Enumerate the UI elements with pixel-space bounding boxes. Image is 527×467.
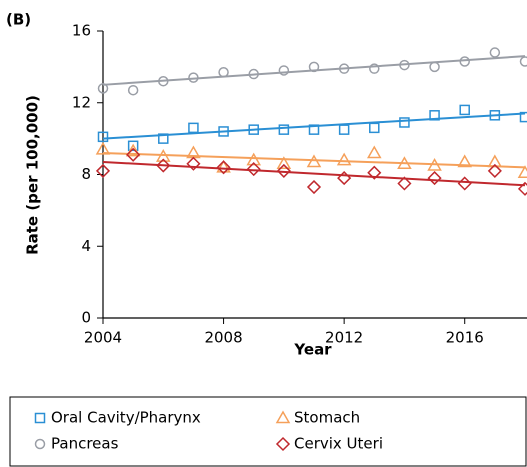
data-point	[158, 75, 169, 87]
data-point	[188, 122, 199, 134]
data-point	[487, 163, 502, 178]
data-point	[248, 68, 259, 80]
data-point	[337, 171, 352, 186]
data-point	[218, 67, 229, 78]
y-axis-title: Rate (per 100,000)	[24, 95, 42, 255]
data-point	[188, 72, 199, 83]
data-point	[338, 63, 350, 74]
data-point	[517, 165, 527, 178]
data-point	[216, 160, 231, 175]
data-point	[457, 154, 473, 168]
data-point	[517, 181, 527, 196]
data-point	[308, 124, 320, 135]
data-point	[248, 124, 259, 135]
panel-label: (B)	[6, 11, 31, 29]
data-point	[489, 47, 501, 58]
data-point	[366, 145, 382, 159]
legend-label: Cervix Uteri	[294, 435, 383, 453]
data-point	[369, 63, 380, 74]
data-point	[308, 61, 320, 73]
data-point	[246, 152, 262, 166]
y-tick-label: 0	[81, 309, 91, 327]
data-point	[155, 149, 171, 162]
trend-line	[102, 160, 526, 187]
data-point	[127, 140, 139, 152]
data-point	[367, 165, 382, 180]
legend-label: Oral Cavity/Pharynx	[51, 409, 201, 427]
data-point	[216, 159, 231, 173]
data-point	[399, 117, 410, 128]
data-point	[97, 83, 109, 94]
data-point	[399, 59, 410, 71]
data-point	[97, 131, 109, 143]
data-point	[218, 126, 229, 137]
data-point	[397, 176, 412, 191]
legend-box	[9, 396, 527, 467]
x-tick-label: 2004	[84, 329, 122, 347]
data-point	[95, 141, 111, 155]
data-point	[459, 56, 470, 67]
data-point	[336, 152, 352, 166]
data-point	[489, 110, 501, 121]
data-point	[429, 110, 440, 121]
legend-marker	[275, 410, 291, 424]
legend-marker	[34, 412, 46, 424]
y-tick-label: 12	[72, 93, 91, 111]
trend-line	[102, 151, 526, 169]
data-point	[125, 143, 141, 157]
x-tick-label: 2012	[325, 329, 363, 347]
data-point	[126, 147, 141, 162]
data-point	[397, 156, 412, 169]
data-point	[519, 111, 527, 123]
data-point	[278, 124, 290, 135]
data-point	[338, 124, 350, 135]
trend-line	[102, 112, 526, 140]
y-tick-label: 16	[72, 22, 91, 40]
data-point	[306, 154, 322, 168]
data-point	[276, 156, 292, 169]
data-point	[186, 156, 201, 171]
data-point	[278, 65, 290, 76]
data-point	[487, 154, 503, 168]
data-point	[246, 162, 261, 177]
legend-marker	[275, 436, 291, 452]
data-point	[158, 133, 169, 144]
data-point	[459, 104, 470, 116]
legend-label: Pancreas	[51, 435, 119, 453]
trend-line	[102, 55, 526, 86]
x-axis-title: Year	[293, 341, 332, 359]
data-point	[156, 158, 171, 173]
data-point	[127, 84, 139, 96]
data-point	[306, 179, 322, 195]
legend-label: Stomach	[294, 409, 360, 427]
data-point	[95, 163, 111, 178]
data-point	[427, 171, 442, 186]
y-tick-label: 4	[81, 237, 91, 255]
data-point	[457, 176, 472, 191]
data-point	[429, 61, 440, 73]
x-tick-label: 2016	[446, 329, 484, 347]
y-tick-label: 8	[81, 165, 91, 183]
data-point	[276, 163, 291, 178]
data-point	[427, 158, 442, 171]
x-tick-label: 2008	[204, 329, 242, 347]
data-point	[369, 122, 380, 134]
data-point	[519, 56, 527, 67]
legend-marker	[34, 438, 46, 450]
